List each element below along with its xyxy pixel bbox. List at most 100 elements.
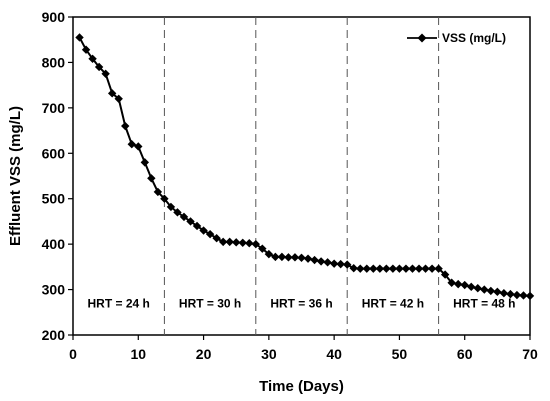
legend-label: VSS (mg/L): [442, 31, 506, 45]
data-point-9: [127, 140, 136, 149]
data-point-15: [166, 202, 176, 212]
data-point-22: [212, 234, 221, 243]
data-point-55: [427, 264, 437, 273]
data-point-18: [186, 217, 195, 226]
hrt-label-4: HRT = 42 h: [362, 297, 424, 311]
data-point-68: [512, 290, 522, 300]
x-tick-label-60: 60: [457, 346, 473, 362]
data-point-19: [192, 221, 202, 231]
data-point-2: [81, 45, 91, 54]
data-point-65: [493, 287, 502, 297]
y-tick-labels: 200 300 400 500 600 700 800 900: [42, 9, 66, 343]
data-point-3: [88, 54, 97, 63]
data-point-58: [447, 278, 456, 287]
data-point-17: [179, 212, 189, 222]
data-point-52: [408, 264, 417, 273]
data-point-42: [343, 260, 352, 269]
x-tick-label-40: 40: [326, 346, 342, 362]
y-tick-label-700: 700: [42, 100, 66, 116]
x-tick-label-0: 0: [69, 346, 77, 362]
y-tick-label-800: 800: [42, 54, 66, 70]
legend: VSS (mg/L): [407, 31, 506, 45]
data-point-14: [160, 194, 169, 203]
data-point-51: [401, 264, 411, 273]
x-tick-labels: 0 10 20 30 40 50 60 70: [69, 346, 538, 362]
data-point-59: [453, 279, 463, 289]
data-point-56: [434, 264, 443, 273]
data-point-25: [232, 238, 241, 247]
data-point-8: [121, 121, 130, 131]
data-point-1: [75, 33, 84, 42]
data-point-61: [467, 282, 476, 292]
x-tick-label-30: 30: [261, 346, 277, 362]
data-point-54: [421, 264, 430, 273]
data-point-50: [395, 264, 404, 273]
y-tick-label-400: 400: [42, 236, 66, 252]
data-point-46: [369, 264, 378, 273]
x-tick-label-20: 20: [196, 346, 212, 362]
data-point-60: [460, 280, 469, 290]
hrt-label-1: HRT = 24 h: [88, 297, 150, 311]
data-point-43: [349, 264, 358, 273]
data-point-12: [147, 174, 156, 183]
data-point-21: [205, 229, 215, 239]
x-tick-label-70: 70: [522, 346, 538, 362]
axis-ticks: [68, 16, 531, 340]
hrt-label-3: HRT = 36 h: [270, 297, 332, 311]
data-point-44: [356, 264, 365, 273]
data-point-4: [94, 62, 104, 72]
data-point-40: [329, 259, 339, 268]
data-point-13: [153, 187, 163, 197]
data-point-69: [519, 291, 528, 300]
data-point-7: [114, 94, 123, 103]
data-point-62: [473, 284, 482, 293]
y-tick-label-600: 600: [42, 145, 66, 161]
hrt-divider-lines: [163, 17, 440, 335]
data-point-33: [284, 253, 293, 262]
data-point-6: [107, 89, 117, 98]
data-point-31: [271, 252, 280, 262]
data-point-27: [245, 239, 254, 248]
plot-area: [72, 16, 531, 336]
hrt-region-labels: HRT = 24 h HRT = 30 h HRT = 36 h HRT = 42 h…: [88, 297, 516, 311]
data-point-66: [499, 289, 509, 298]
y-tick-label-900: 900: [42, 9, 66, 25]
y-tick-label-300: 300: [42, 282, 66, 298]
data-point-47: [375, 264, 385, 273]
data-point-20: [199, 226, 208, 235]
data-point-5: [101, 69, 110, 78]
data-point-63: [480, 285, 489, 294]
data-point-26: [238, 238, 247, 247]
x-tick-label-50: 50: [392, 346, 408, 362]
data-point-24: [225, 237, 234, 247]
data-point-30: [264, 249, 274, 259]
y-axis-title: Effluent VSS (mg/L): [7, 106, 24, 246]
data-point-70: [525, 291, 535, 301]
data-point-64: [486, 286, 496, 296]
data-point-16: [173, 208, 182, 217]
x-tick-label-10: 10: [130, 346, 146, 362]
legend-marker: [417, 33, 427, 43]
data-point-29: [258, 244, 267, 253]
hrt-label-5: HRT = 48 h: [453, 297, 515, 311]
data-point-10: [134, 142, 143, 151]
data-point-34: [290, 253, 300, 262]
data-point-37: [310, 255, 319, 265]
data-point-35: [297, 253, 306, 262]
data-point-45: [362, 264, 371, 273]
y-tick-label-200: 200: [42, 327, 66, 343]
data-point-32: [277, 252, 287, 262]
data-point-39: [323, 258, 332, 267]
data-point-36: [303, 254, 313, 263]
data-point-67: [506, 289, 515, 299]
data-point-49: [388, 264, 398, 273]
hrt-label-2: HRT = 30 h: [179, 297, 241, 311]
series-vss: [75, 33, 535, 301]
data-point-28: [251, 239, 260, 249]
data-point-48: [382, 264, 391, 273]
data-point-57: [440, 270, 450, 279]
y-tick-label-500: 500: [42, 191, 66, 207]
data-point-41: [336, 259, 345, 269]
data-point-11: [140, 158, 150, 167]
